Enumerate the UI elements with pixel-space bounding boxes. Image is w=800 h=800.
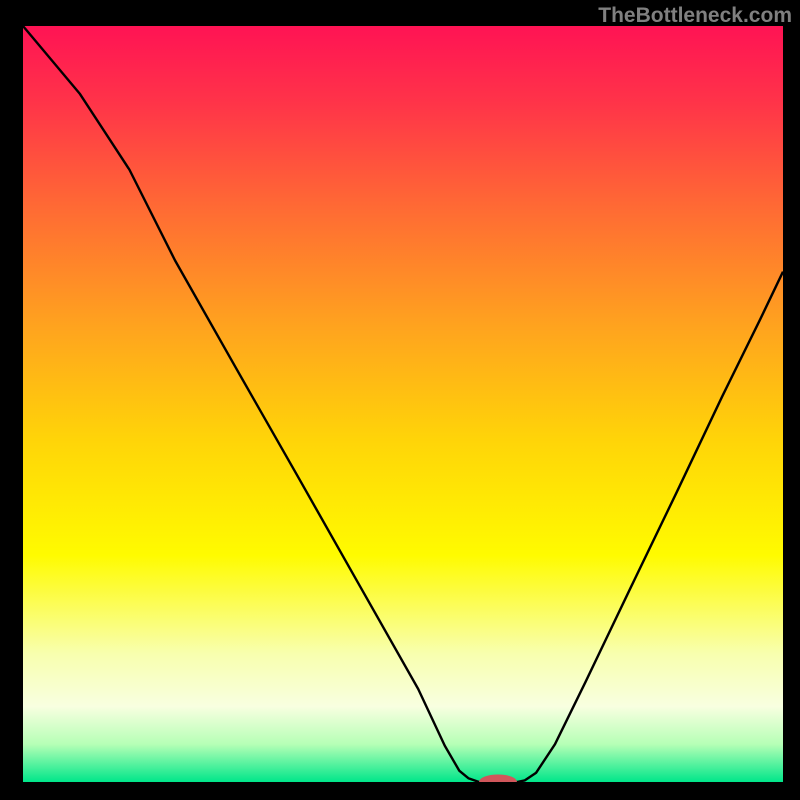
bottleneck-chart (0, 0, 800, 800)
chart-background (23, 26, 783, 782)
watermark-text: TheBottleneck.com (598, 4, 792, 28)
